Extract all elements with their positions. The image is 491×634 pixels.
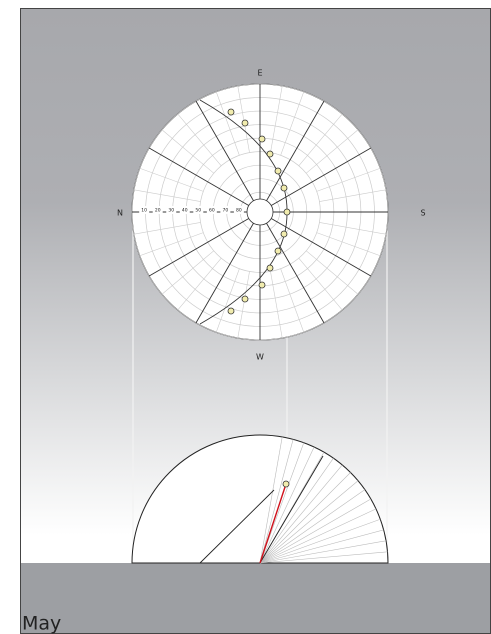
azimuth-minor-line [280, 91, 305, 156]
compass-south: S [420, 209, 425, 218]
altitude-ray [259, 436, 283, 564]
azimuth-line [271, 218, 372, 277]
altitude-ray [259, 446, 315, 564]
sun-position [241, 119, 249, 127]
sun-position [274, 247, 282, 255]
azimuth-minor-line [298, 258, 343, 311]
altitude-ray [259, 529, 384, 564]
altitude-ray [259, 540, 387, 564]
azimuth-line [195, 223, 254, 324]
azimuth-minor-line [139, 167, 204, 192]
azimuth-minor-line [237, 271, 250, 339]
sun-marker [282, 480, 290, 488]
azimuth-minor-line [161, 250, 214, 295]
sun-position [283, 208, 291, 216]
sun-position [241, 295, 249, 303]
ring-label-bg [179, 206, 190, 214]
azimuth-minor-line [270, 271, 283, 339]
ring-label-bg [220, 206, 231, 214]
sun-position [258, 135, 266, 143]
ring-label: 80 [236, 208, 242, 214]
sun-position [266, 264, 274, 272]
azimuth-minor-line [177, 113, 222, 166]
zenith-hole [246, 198, 274, 226]
ring-label: 50 [195, 208, 201, 214]
ring-label: 70 [222, 208, 228, 214]
sun-chart: 10 20 30 40 50 60 70 80 [131, 83, 389, 341]
azimuth-minor-line [306, 129, 359, 174]
compass-north: N [117, 209, 123, 218]
azimuth-line [148, 147, 249, 206]
azimuth-minor-line [133, 222, 201, 235]
ring-label: 30 [168, 208, 174, 214]
azimuth-minor-line [316, 232, 381, 257]
azimuth-minor-line [161, 129, 214, 174]
azimuth-minor-line [306, 250, 359, 295]
altitude-ray [259, 498, 372, 564]
sun-position [266, 150, 274, 158]
ring-label-bg [206, 206, 217, 214]
ring-label-bg [152, 206, 163, 214]
month-label: May [22, 613, 61, 634]
ring-label-bg [193, 206, 204, 214]
azimuth-line [271, 147, 372, 206]
compass-west: W [256, 353, 264, 362]
ring-label-bg [233, 206, 244, 214]
azimuth-line [266, 100, 325, 201]
ring-label: 60 [209, 208, 215, 214]
altitude-ray [259, 508, 377, 564]
azimuth-line [195, 100, 254, 201]
sun-section [131, 434, 389, 564]
altitude-ray [259, 551, 388, 564]
altitude-ray [259, 457, 334, 564]
altitude-ray [259, 464, 343, 564]
azimuth-minor-line [298, 113, 343, 166]
ring-label: 40 [182, 208, 188, 214]
azimuth-minor-line [139, 232, 204, 257]
altitude-ray [259, 518, 381, 564]
altitude-ray [259, 439, 294, 564]
sun-position [227, 307, 235, 315]
altitude-ray [259, 489, 366, 564]
azimuth-minor-line [215, 268, 240, 333]
azimuth-line [148, 218, 249, 277]
compass-east: E [257, 69, 262, 78]
sun-position [227, 108, 235, 116]
azimuth-minor-line [319, 222, 387, 235]
ground [20, 563, 491, 634]
ring-label: 10 [141, 208, 147, 214]
noon-ray [259, 455, 324, 564]
sun-position [258, 281, 266, 289]
azimuth-minor-line [319, 189, 387, 202]
sun-position [280, 184, 288, 192]
section-dome [131, 434, 389, 564]
ring-label-bg [139, 206, 150, 214]
sun-ray [259, 483, 287, 564]
altitude-ray [259, 480, 359, 564]
azimuth-minor-line [215, 91, 240, 156]
altitude-ray [259, 472, 351, 564]
azimuth-minor-line [237, 85, 250, 153]
azimuth-minor-line [270, 85, 283, 153]
azimuth-minor-line [133, 189, 201, 202]
azimuth-minor-line [177, 258, 222, 311]
sun-position [274, 167, 282, 175]
ring-label: 20 [155, 208, 161, 214]
sun-position [280, 230, 288, 238]
azimuth-minor-line [316, 167, 381, 192]
shadow-line [199, 489, 275, 564]
azimuth-line [266, 223, 325, 324]
azimuth-minor-line [280, 268, 305, 333]
ring-label-bg [166, 206, 177, 214]
